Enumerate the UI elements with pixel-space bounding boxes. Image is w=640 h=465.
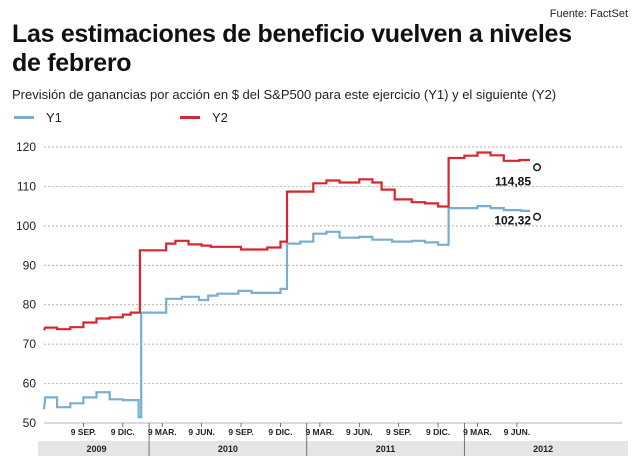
y-tick-label: 50 — [23, 416, 37, 430]
y-tick-label: 80 — [23, 298, 37, 312]
chart-title: Las estimaciones de beneficio vuelven a … — [12, 20, 572, 77]
x-tick-label: 9 SEP. — [71, 427, 96, 437]
y-tick-label: 110 — [17, 179, 36, 193]
legend-swatch-y1 — [14, 115, 34, 119]
end-label-y1: 102,32 — [494, 214, 531, 228]
series-line-y2 — [43, 151, 530, 331]
y-tick-label: 90 — [23, 258, 37, 272]
end-marker-y1 — [533, 212, 542, 221]
x-tick-label: 9 JUN. — [346, 427, 372, 437]
x-tick-label: 9 SEP. — [228, 427, 253, 437]
x-tick-label: 9 SEP. — [386, 427, 411, 437]
year-label: 2009 — [87, 444, 107, 454]
legend-swatch-y2 — [180, 115, 200, 119]
legend-item-y1: Y1 — [14, 109, 62, 125]
end-marker-y2 — [533, 163, 542, 172]
x-tick-label: 9 MAR. — [463, 427, 492, 437]
legend-item-y2: Y2 — [180, 109, 228, 125]
year-band — [38, 441, 628, 456]
x-tick-label: 9 JUN. — [504, 427, 530, 437]
x-tick-label: 9 JUN. — [188, 427, 214, 437]
x-tick-label: 9 DIC. — [268, 427, 292, 437]
y-tick-label: 100 — [16, 219, 36, 233]
x-tick-label: 9 DIC. — [111, 427, 135, 437]
legend-label-y1: Y1 — [46, 109, 62, 125]
y-tick-label: 120 — [16, 140, 36, 154]
end-label-y2: 114,85 — [495, 174, 531, 188]
y-tick-label: 70 — [23, 337, 37, 351]
series-line-y1 — [42, 205, 530, 419]
source-note: Fuente: FactSet — [549, 8, 628, 20]
x-tick-label: 9 DIC. — [426, 427, 450, 437]
chart-subtitle: Previsión de ganancias por acción en $ d… — [12, 87, 557, 102]
y-tick-label: 60 — [23, 377, 37, 391]
legend-label-y2: Y2 — [212, 109, 228, 125]
x-tick-label: 9 MAR. — [148, 427, 177, 437]
x-tick-label: 9 MAR. — [305, 427, 334, 437]
year-label: 2011 — [376, 444, 396, 454]
year-label: 2010 — [218, 444, 238, 454]
year-label: 2012 — [533, 444, 553, 454]
